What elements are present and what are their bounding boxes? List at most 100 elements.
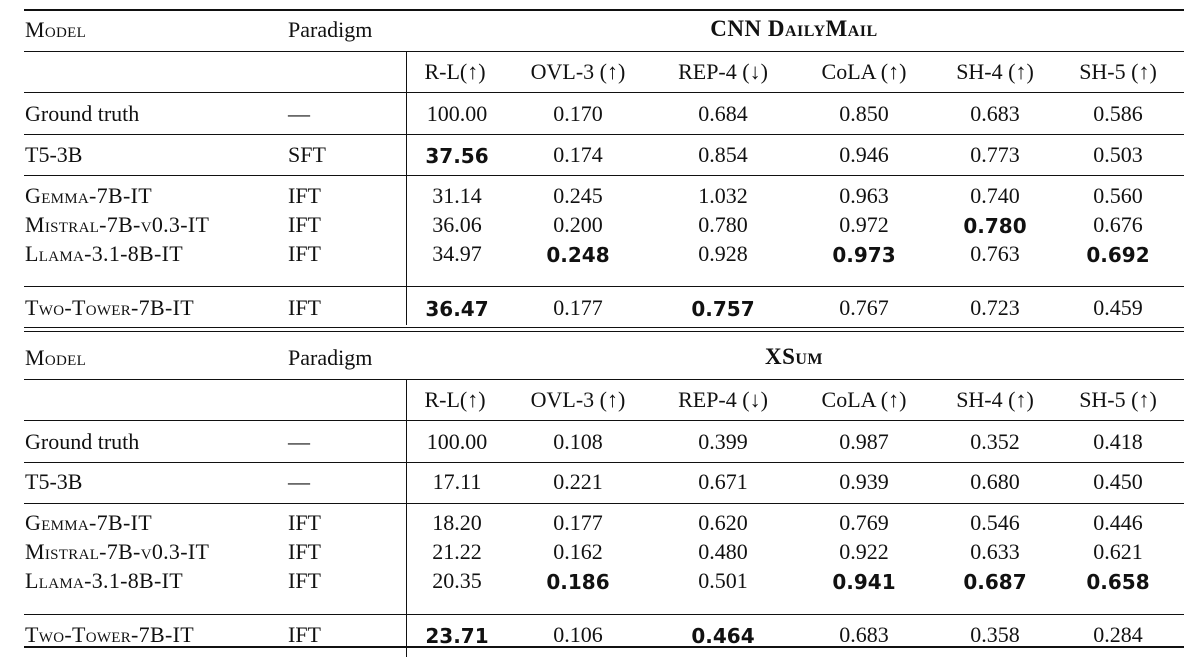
metric-value: 0.248 bbox=[546, 243, 610, 267]
metric-value: 1.032 bbox=[698, 183, 748, 208]
vertical-divider bbox=[406, 51, 407, 325]
metric-value: 0.973 bbox=[832, 243, 896, 267]
paradigm-cell: IFT bbox=[288, 295, 321, 320]
column-header: OVL-3 (↑) bbox=[530, 59, 626, 84]
column-header: REP-4 (↓) bbox=[678, 59, 768, 84]
metric-value: 0.658 bbox=[1086, 570, 1150, 594]
dataset-title: XSum bbox=[764, 344, 824, 369]
header-rule bbox=[24, 51, 1184, 52]
column-header: SH-5 (↑) bbox=[1079, 387, 1157, 412]
metric-value: 0.946 bbox=[839, 142, 889, 167]
metric-value: 0.683 bbox=[839, 622, 889, 647]
metric-value: 0.621 bbox=[1093, 539, 1143, 564]
metric-value: 0.684 bbox=[698, 101, 748, 126]
section-divider-rule bbox=[24, 327, 1184, 328]
metric-value: 0.780 bbox=[698, 212, 748, 237]
metric-value: 0.352 bbox=[970, 429, 1020, 454]
metric-value: 0.763 bbox=[970, 241, 1020, 266]
metric-value: 0.676 bbox=[1093, 212, 1143, 237]
metric-value: 0.177 bbox=[553, 295, 603, 320]
metric-value: 0.972 bbox=[839, 212, 889, 237]
model-name: Llama-3.1-8B-IT bbox=[25, 568, 184, 593]
metric-value: 0.680 bbox=[970, 469, 1020, 494]
dataset-title: CNN DailyMail bbox=[710, 16, 878, 41]
metric-value: 0.850 bbox=[839, 101, 889, 126]
metric-value: 34.97 bbox=[432, 241, 482, 266]
metric-value: 0.106 bbox=[553, 622, 603, 647]
model-name: Ground truth bbox=[25, 429, 140, 454]
metric-value: 21.22 bbox=[432, 539, 482, 564]
metric-value: 0.464 bbox=[691, 624, 755, 648]
metric-value: 0.671 bbox=[698, 469, 748, 494]
metric-value: 36.47 bbox=[425, 297, 489, 321]
model-name: Mistral-7B-v0.3-IT bbox=[25, 539, 210, 564]
model-name: Two-Tower-7B-IT bbox=[25, 295, 194, 320]
metric-value: 0.692 bbox=[1086, 243, 1150, 267]
metric-value: 18.20 bbox=[432, 510, 482, 535]
metric-value: 0.773 bbox=[970, 142, 1020, 167]
metric-value: 0.480 bbox=[698, 539, 748, 564]
metric-value: 0.450 bbox=[1093, 469, 1143, 494]
metric-value: 0.162 bbox=[553, 539, 603, 564]
paradigm-cell: IFT bbox=[288, 241, 321, 266]
metric-value: 0.108 bbox=[553, 429, 603, 454]
metric-value: 0.633 bbox=[970, 539, 1020, 564]
column-header: CoLA (↑) bbox=[821, 387, 907, 412]
column-header: R-L(↑) bbox=[424, 59, 486, 84]
metric-value: 0.501 bbox=[698, 568, 748, 593]
metric-value: 0.922 bbox=[839, 539, 889, 564]
paradigm-cell: — bbox=[288, 469, 310, 494]
paradigm-cell: — bbox=[288, 101, 310, 126]
paradigm-cell: IFT bbox=[288, 510, 321, 535]
metric-value: 31.14 bbox=[432, 183, 482, 208]
model-name: T5-3B bbox=[25, 469, 83, 494]
model-name: Llama-3.1-8B-IT bbox=[25, 241, 184, 266]
metric-value: 0.769 bbox=[839, 510, 889, 535]
paradigm-cell: IFT bbox=[288, 622, 321, 647]
metric-value: 20.35 bbox=[432, 568, 482, 593]
model-name: Two-Tower-7B-IT bbox=[25, 622, 194, 647]
metric-value: 0.723 bbox=[970, 295, 1020, 320]
model-name: Gemma-7B-IT bbox=[25, 183, 152, 208]
metric-value: 0.854 bbox=[698, 142, 748, 167]
row-rule bbox=[24, 614, 1184, 615]
paradigm-cell: IFT bbox=[288, 539, 321, 564]
metric-value: 0.928 bbox=[698, 241, 748, 266]
paradigm-cell: SFT bbox=[288, 142, 326, 167]
row-rule bbox=[24, 175, 1184, 176]
model-name: Ground truth bbox=[25, 101, 140, 126]
bottom-rule bbox=[24, 646, 1184, 648]
metric-value: 0.446 bbox=[1093, 510, 1143, 535]
row-rule bbox=[24, 462, 1184, 463]
row-rule bbox=[24, 503, 1184, 504]
metric-value: 0.740 bbox=[970, 183, 1020, 208]
column-header: SH-5 (↑) bbox=[1079, 59, 1157, 84]
header-model: Model bbox=[25, 17, 87, 42]
column-header: CoLA (↑) bbox=[821, 59, 907, 84]
metric-value: 0.459 bbox=[1093, 295, 1143, 320]
paradigm-cell: IFT bbox=[288, 212, 321, 237]
metric-value: 23.71 bbox=[425, 624, 489, 648]
metric-value: 0.941 bbox=[832, 570, 896, 594]
metric-value: 0.174 bbox=[553, 142, 603, 167]
metric-value: 0.358 bbox=[970, 622, 1020, 647]
metric-value: 0.687 bbox=[963, 570, 1027, 594]
metric-value: 0.186 bbox=[546, 570, 610, 594]
metric-value: 0.963 bbox=[839, 183, 889, 208]
metric-value: 0.987 bbox=[839, 429, 889, 454]
metric-value: 0.560 bbox=[1093, 183, 1143, 208]
model-name: Mistral-7B-v0.3-IT bbox=[25, 212, 210, 237]
model-name: T5-3B bbox=[25, 142, 83, 167]
metric-value: 0.221 bbox=[553, 469, 603, 494]
metric-value: 0.546 bbox=[970, 510, 1020, 535]
column-header: OVL-3 (↑) bbox=[530, 387, 626, 412]
metric-value: 0.586 bbox=[1093, 101, 1143, 126]
metric-value: 0.767 bbox=[839, 295, 889, 320]
column-header: SH-4 (↑) bbox=[956, 387, 1034, 412]
metric-value: 0.683 bbox=[970, 101, 1020, 126]
metric-value: 0.757 bbox=[691, 297, 755, 321]
column-header-rule bbox=[24, 92, 1184, 93]
metric-value: 0.418 bbox=[1093, 429, 1143, 454]
metric-value: 0.170 bbox=[553, 101, 603, 126]
